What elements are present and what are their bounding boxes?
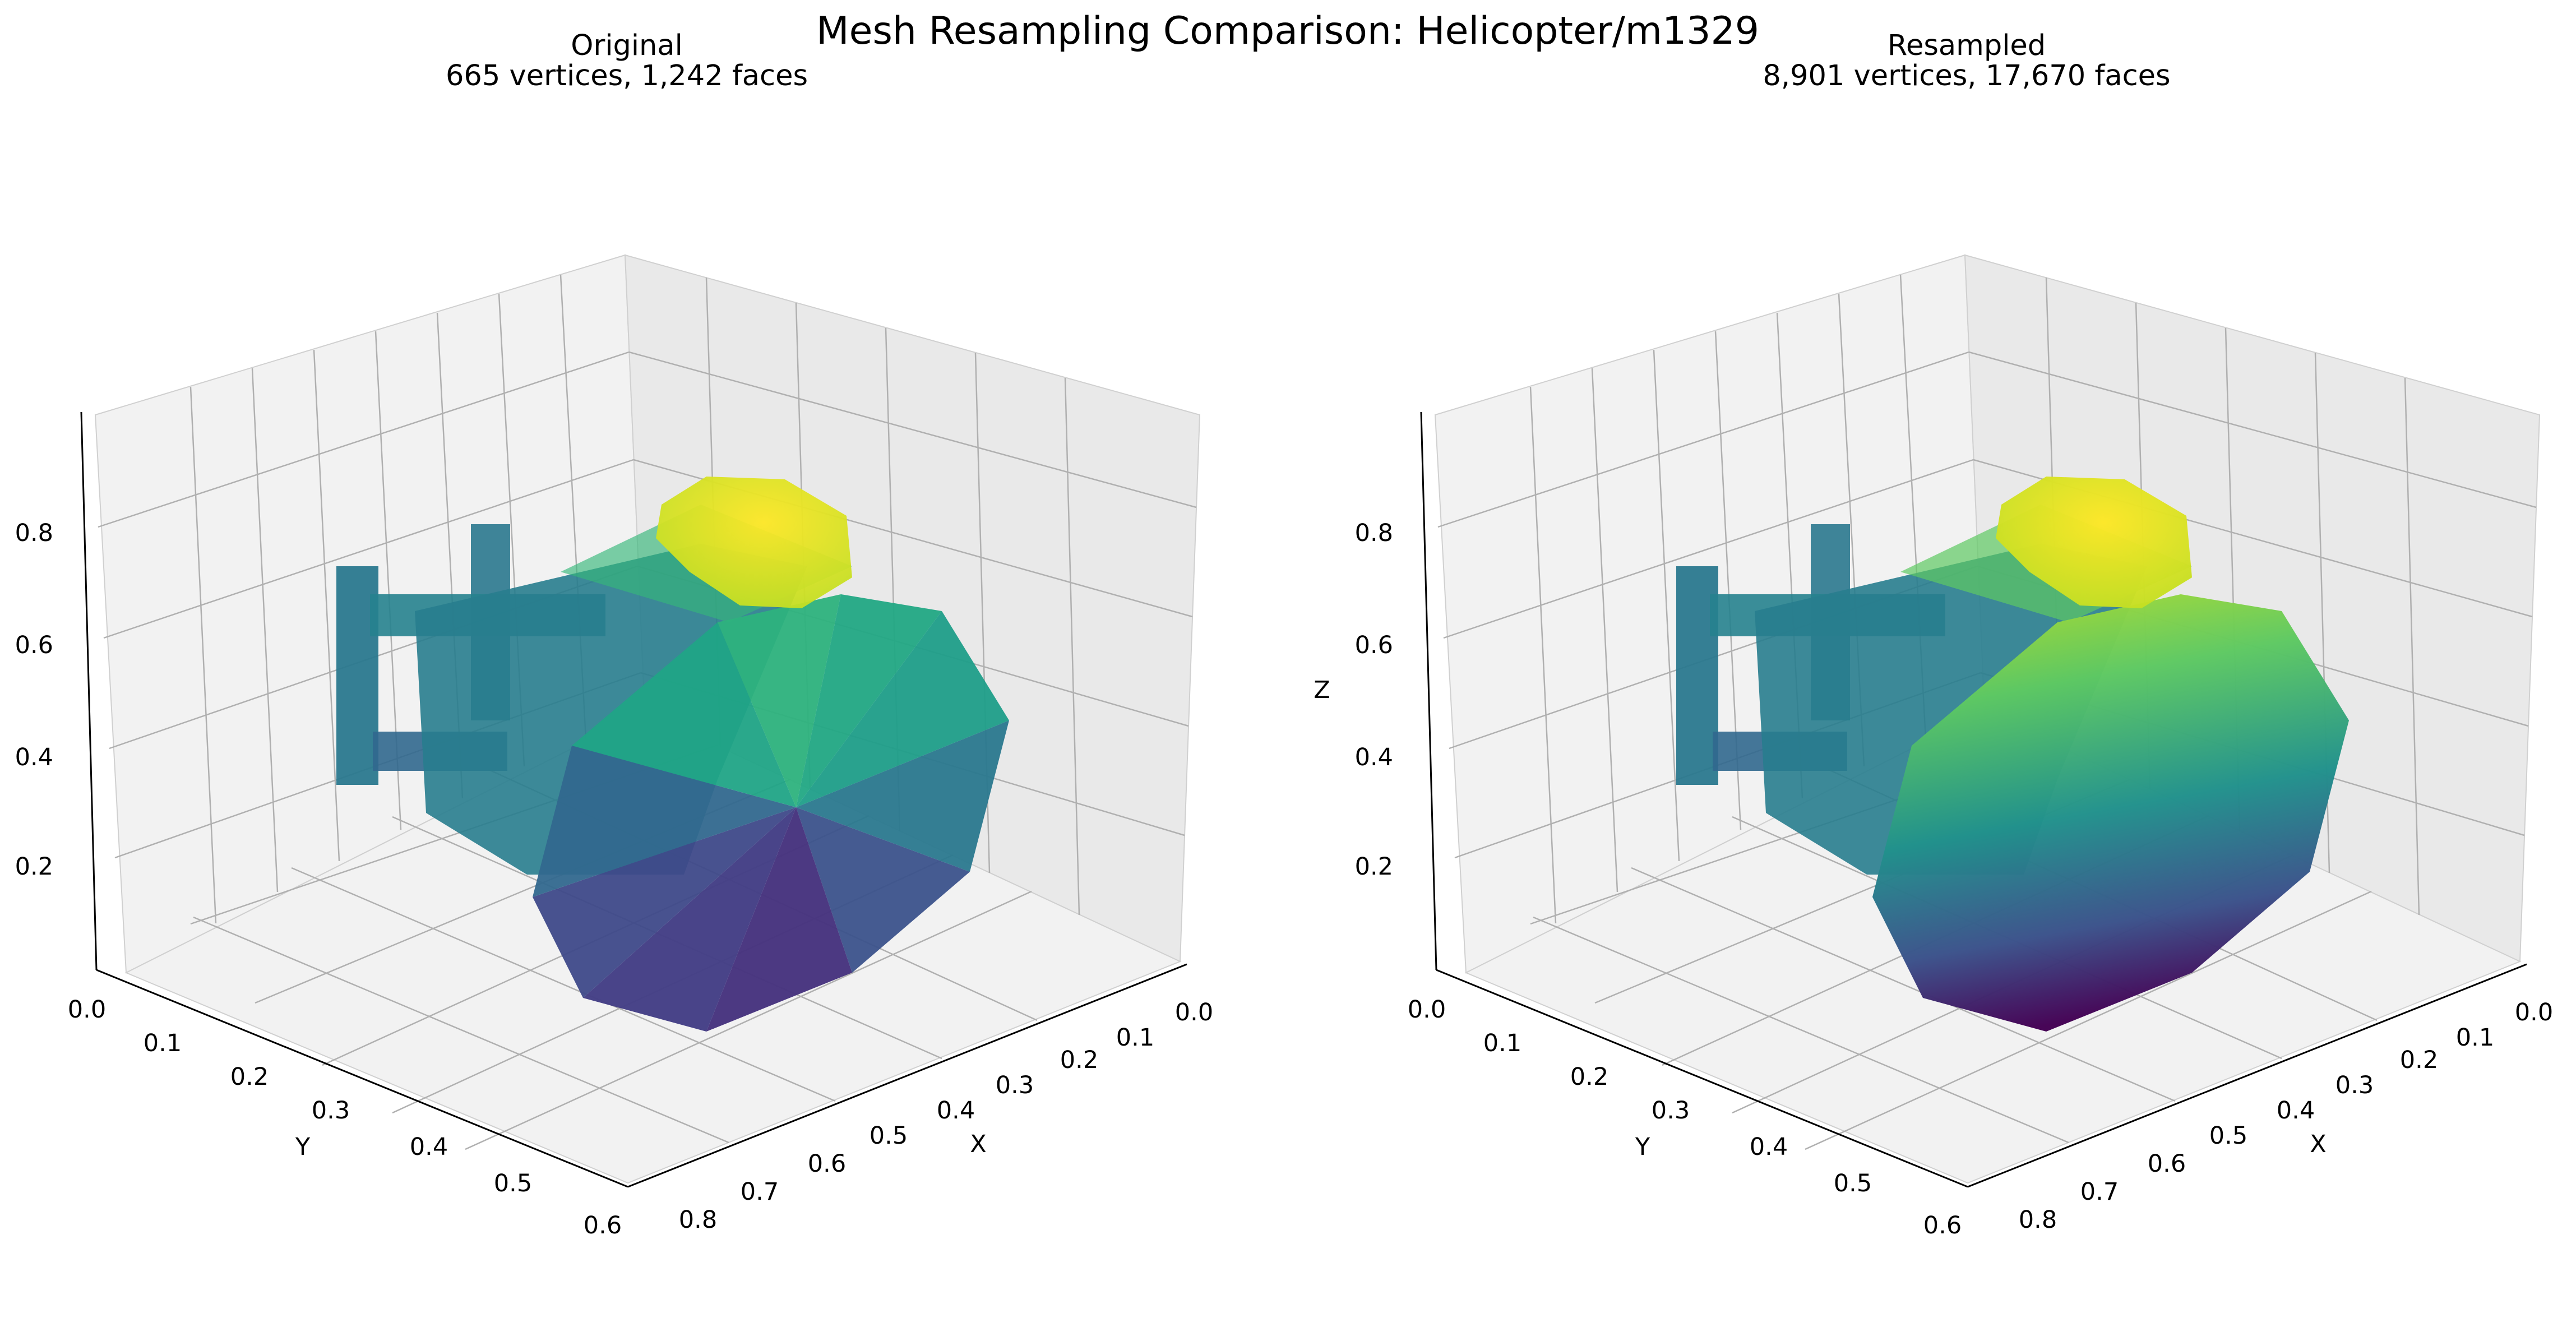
- x-tick: 0.0: [2515, 998, 2553, 1027]
- z-tick: 0.6: [15, 631, 53, 659]
- y-axis-label: Y: [295, 1133, 311, 1161]
- z-tick: 0.4: [15, 743, 53, 771]
- x-tick: 0.8: [679, 1206, 717, 1234]
- y-tick: 0.1: [144, 1029, 182, 1057]
- axis-lines: [1420, 411, 2527, 1188]
- rotor-hub: [656, 477, 852, 608]
- x-tick: 0.2: [1060, 1046, 1098, 1074]
- panel-subtitle-resampled: 8,901 vertices, 17,670 faces: [1763, 59, 2170, 93]
- cabin-right-lower: [796, 720, 1009, 872]
- z-tick: 0.8: [15, 519, 53, 547]
- x-axis-label: X: [970, 1130, 986, 1158]
- z-tick: 0.2: [15, 853, 53, 881]
- panel-title-resampled: Resampled: [1888, 29, 2046, 62]
- x-tick: 0.8: [2019, 1206, 2057, 1234]
- cabin-left-upper: [533, 746, 796, 897]
- x-tick: 0.7: [741, 1178, 779, 1206]
- x-tick: 0.5: [2209, 1122, 2247, 1150]
- panel-title-original: Original: [571, 29, 683, 62]
- mesh-resampled: [1676, 477, 2349, 1032]
- x-tick: 0.2: [2400, 1046, 2438, 1074]
- mesh-original: [336, 477, 1009, 1032]
- axis-lines: [80, 411, 1187, 1188]
- cabin-bottom: [706, 807, 852, 1032]
- x-tick: 0.4: [2277, 1097, 2315, 1125]
- x-tick: 0.5: [870, 1122, 908, 1150]
- y-tick: 0.6: [1923, 1212, 1962, 1240]
- y-tick: 0.0: [68, 996, 106, 1024]
- z-axis-label: Z: [1314, 676, 1330, 704]
- tick-labels-resampled: 0.2 0.4 0.6 0.8 Z 0.0 0.1 0.2 0.3 0.4 0.…: [1314, 519, 2553, 1240]
- y-tick: 0.2: [1570, 1063, 1608, 1091]
- z-tick: 0.2: [1355, 853, 1393, 881]
- x-tick: 0.1: [1116, 1024, 1154, 1052]
- cabin-top-mid: [718, 594, 841, 807]
- cabin-bottom-right: [796, 807, 970, 973]
- cabin-left-lower: [533, 807, 796, 998]
- y-tick: 0.2: [230, 1063, 269, 1091]
- cabin-right-upper: [796, 611, 1009, 807]
- panel-original: Original 665 vertices, 1,242 faces: [15, 29, 1214, 1240]
- y-tick: 0.3: [312, 1097, 350, 1125]
- figure-title: Mesh Resampling Comparison: Helicopter/m…: [816, 9, 1759, 53]
- cabin-top-right: [796, 594, 942, 807]
- panel-resampled: Resampled 8,901 vertices, 17,670 faces: [1314, 29, 2553, 1240]
- y-tick: 0.1: [1483, 1029, 1521, 1057]
- x-tick: 0.1: [2456, 1024, 2494, 1052]
- x-tick: 0.3: [2335, 1071, 2374, 1099]
- y-tick: 0.5: [1834, 1169, 1872, 1197]
- cabin-body: [1872, 594, 2349, 1032]
- y-tick: 0.0: [1408, 996, 1446, 1024]
- tick-labels-original: 0.2 0.4 0.6 0.8 0.0 0.1 0.2 0.3 0.4 0.5 …: [15, 519, 1214, 1240]
- y-axis-label: Y: [1635, 1133, 1650, 1161]
- x-axis-label: X: [2310, 1130, 2326, 1158]
- y-tick: 0.4: [1750, 1133, 1788, 1161]
- y-tick: 0.6: [584, 1212, 622, 1240]
- x-tick: 0.3: [996, 1071, 1034, 1099]
- z-tick: 0.6: [1355, 631, 1393, 659]
- y-tick: 0.3: [1652, 1097, 1690, 1125]
- z-tick: 0.8: [1355, 519, 1393, 547]
- x-tick: 0.6: [2148, 1150, 2186, 1178]
- panel-subtitle-original: 665 vertices, 1,242 faces: [446, 59, 808, 93]
- rotor-hub: [1996, 477, 2192, 608]
- x-tick: 0.4: [937, 1097, 975, 1125]
- y-tick: 0.5: [494, 1169, 532, 1197]
- x-tick: 0.6: [808, 1150, 846, 1178]
- z-tick: 0.4: [1355, 743, 1393, 771]
- x-tick: 0.7: [2080, 1178, 2119, 1206]
- cabin-bottom-left: [583, 807, 796, 1032]
- y-tick: 0.4: [410, 1133, 448, 1161]
- x-tick: 0.0: [1175, 998, 1213, 1027]
